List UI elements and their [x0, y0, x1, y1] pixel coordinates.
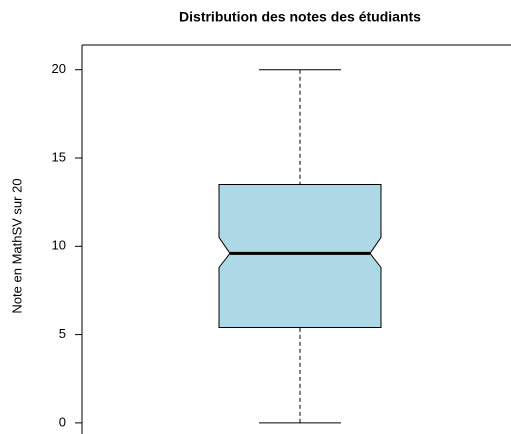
y-axis-label: Note en MathSV sur 20 [9, 178, 24, 313]
y-tick-label: 10 [52, 238, 66, 253]
y-tick-label: 0 [59, 414, 66, 429]
chart-title: Distribution des notes des étudiants [179, 9, 421, 25]
y-tick-label: 5 [59, 326, 66, 341]
box [218, 183, 382, 329]
y-tick-label: 20 [52, 61, 66, 76]
y-tick-label: 15 [52, 149, 66, 164]
